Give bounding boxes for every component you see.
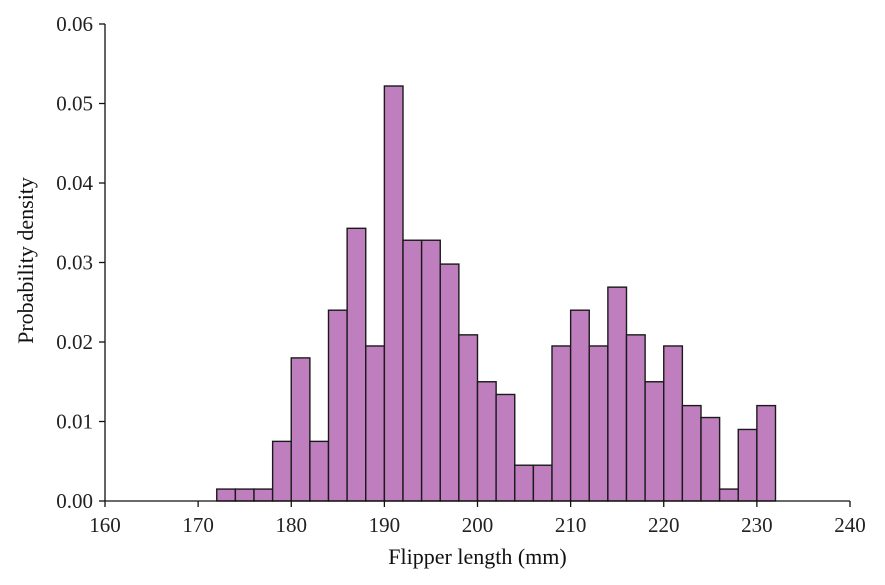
y-tick-label: 0.00 [56, 489, 93, 513]
x-tick-label: 170 [182, 513, 214, 537]
x-tick-label: 190 [369, 513, 401, 537]
histogram-bar [365, 345, 386, 502]
histogram-bar [644, 381, 665, 502]
histogram-bar [402, 239, 423, 502]
histogram-bar [439, 263, 460, 502]
bars-layer [216, 85, 777, 502]
histogram-bar [327, 309, 348, 502]
histogram-bar [271, 440, 292, 502]
histogram-bar [514, 464, 535, 502]
y-ticks-layer: 0.00 0.01 0.02 0.03 0.04 0.05 0.06 [56, 12, 105, 513]
histogram-bar [737, 428, 758, 502]
histogram-bar [700, 416, 721, 502]
histogram-bar [234, 488, 255, 502]
y-tick-label: 0.04 [56, 171, 93, 195]
histogram-bar [607, 286, 628, 502]
histogram-bar [756, 404, 777, 502]
histogram-bar [532, 464, 553, 502]
histogram-bar [551, 345, 572, 502]
histogram-bar [681, 404, 702, 502]
y-tick-label: 0.05 [56, 92, 93, 116]
histogram-bar [588, 345, 609, 502]
y-tick-label: 0.06 [56, 12, 93, 36]
y-tick-label: 0.01 [56, 410, 93, 434]
histogram-bar [420, 239, 441, 502]
histogram-bar [476, 381, 497, 502]
x-tick-label: 220 [648, 513, 680, 537]
x-ticks-layer: 160 170 180 190 200 210 220 230 240 [89, 501, 866, 537]
histogram-bar [253, 488, 274, 502]
x-tick-label: 200 [462, 513, 494, 537]
x-tick-label: 240 [834, 513, 866, 537]
histogram-bar [625, 334, 646, 502]
histogram-bar [309, 440, 330, 502]
histogram-bar [383, 85, 404, 502]
histogram-bar [458, 334, 479, 502]
x-tick-label: 230 [741, 513, 773, 537]
x-tick-label: 210 [555, 513, 587, 537]
histogram-bar [663, 345, 684, 502]
histogram-bar [216, 488, 237, 502]
histogram-bar [569, 309, 590, 502]
x-tick-label: 160 [89, 513, 121, 537]
x-axis-title: Flipper length (mm) [388, 544, 566, 569]
y-tick-label: 0.02 [56, 330, 93, 354]
histogram-bar [718, 488, 739, 502]
x-tick-label: 180 [276, 513, 308, 537]
histogram-bar [290, 357, 311, 502]
histogram-bar [346, 227, 367, 502]
y-axis-title: Probability density [13, 177, 38, 344]
y-tick-label: 0.03 [56, 251, 93, 275]
histogram-bar [495, 393, 516, 502]
